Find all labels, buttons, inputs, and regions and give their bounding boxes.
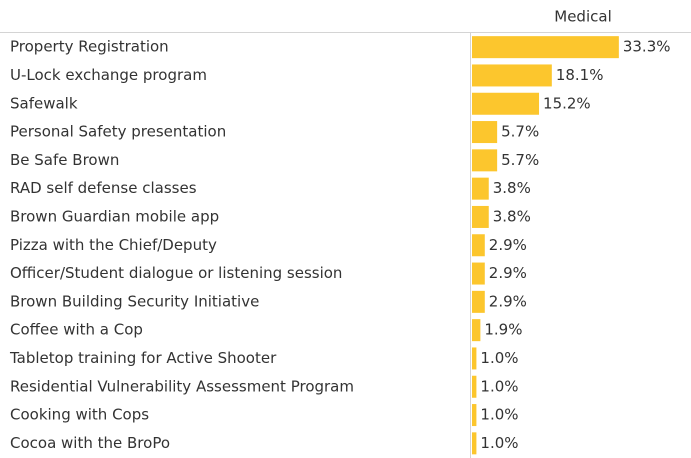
category-label: Be Safe Brown	[10, 151, 119, 169]
value-label: 3.8%	[493, 207, 531, 225]
column-header: Medical	[554, 8, 611, 26]
bar	[472, 404, 477, 427]
value-label: 2.9%	[489, 236, 527, 254]
value-label: 33.3%	[623, 38, 671, 56]
value-label: 1.0%	[480, 406, 518, 424]
category-label: Cooking with Cops	[10, 406, 149, 424]
category-label: Brown Guardian mobile app	[10, 207, 219, 225]
bar	[472, 64, 552, 87]
bar	[472, 121, 498, 144]
bar	[472, 177, 489, 200]
value-label: 2.9%	[489, 264, 527, 282]
bar	[472, 205, 489, 228]
bar	[472, 347, 477, 370]
value-label: 3.8%	[493, 179, 531, 197]
value-label: 5.7%	[501, 151, 539, 169]
category-label: Officer/Student dialogue or listening se…	[10, 264, 342, 282]
value-label: 2.9%	[489, 292, 527, 310]
bar	[472, 432, 477, 455]
bar	[472, 375, 477, 398]
value-label: 1.9%	[484, 321, 522, 339]
category-label: RAD self defense classes	[10, 179, 197, 197]
bar	[472, 234, 485, 257]
category-label: Pizza with the Chief/Deputy	[10, 236, 217, 254]
category-label: Residential Vulnerability Assessment Pro…	[10, 377, 354, 395]
category-label: Tabletop training for Active Shooter	[9, 349, 277, 367]
category-label: Brown Building Security Initiative	[10, 292, 259, 310]
value-label: 1.0%	[480, 434, 518, 452]
bar	[472, 319, 481, 342]
category-label: Coffee with a Cop	[10, 321, 143, 339]
value-label: 5.7%	[501, 123, 539, 141]
category-label: Property Registration	[10, 38, 169, 56]
bar	[472, 149, 498, 172]
value-label: 15.2%	[543, 94, 591, 112]
category-label: Safewalk	[10, 94, 78, 112]
category-label: U-Lock exchange program	[10, 66, 207, 84]
bar	[472, 290, 485, 313]
value-label: 1.0%	[480, 349, 518, 367]
bar	[472, 36, 619, 59]
bar	[472, 92, 540, 115]
bar	[472, 262, 485, 285]
value-label: 1.0%	[480, 377, 518, 395]
value-label: 18.1%	[556, 66, 604, 84]
category-label: Personal Safety presentation	[10, 123, 226, 141]
category-label: Cocoa with the BroPo	[10, 434, 170, 452]
